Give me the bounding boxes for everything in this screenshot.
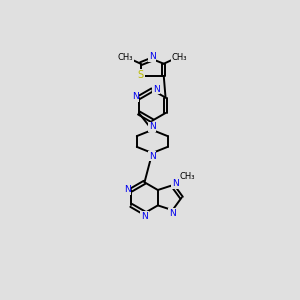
Text: N: N [132,92,138,101]
Text: N: N [141,212,148,221]
Text: N: N [172,179,179,188]
Text: S: S [138,70,144,80]
Text: CH₃: CH₃ [179,172,195,181]
Text: N: N [149,52,156,61]
Text: CH₃: CH₃ [118,53,133,62]
Text: N: N [153,85,159,94]
Text: N: N [124,185,131,194]
Text: N: N [149,152,156,160]
Text: CH₃: CH₃ [171,53,187,62]
Text: N: N [169,209,176,218]
Text: N: N [149,122,156,131]
